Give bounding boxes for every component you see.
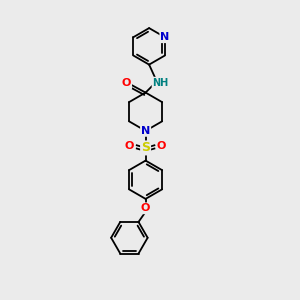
Text: NH: NH: [152, 78, 169, 88]
Text: O: O: [157, 142, 166, 152]
Text: N: N: [141, 126, 150, 136]
Text: S: S: [141, 141, 150, 154]
Text: O: O: [122, 79, 131, 88]
Text: O: O: [141, 203, 150, 213]
Text: O: O: [125, 142, 134, 152]
Text: N: N: [160, 32, 170, 42]
